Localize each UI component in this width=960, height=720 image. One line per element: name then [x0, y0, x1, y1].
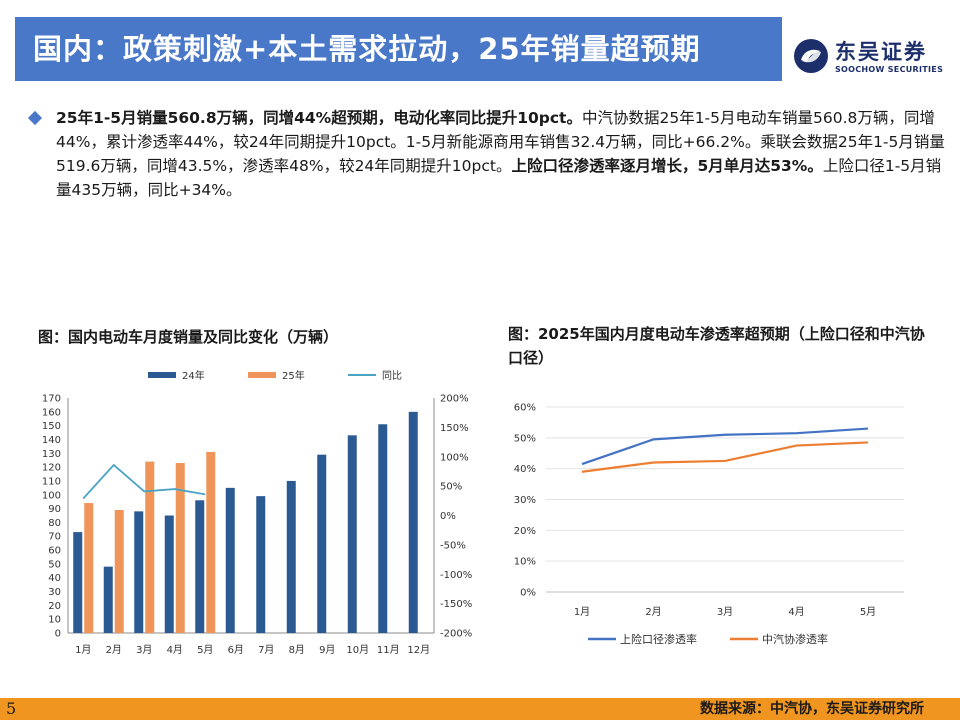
bar-25: [114, 509, 124, 633]
monthly-sales-chart: 0 10 20 30 40 50 60 70 80 90 100 110 120 130 140 150 160…: [42, 369, 472, 656]
y-tick-label: 30: [48, 587, 61, 598]
legend-label: 上险口径渗透率: [620, 632, 697, 646]
y-tick-label: 100: [42, 490, 61, 501]
y-tick-label: 10: [48, 615, 61, 626]
bar-24: [378, 424, 388, 633]
bar-24: [256, 496, 266, 633]
x-tick-label: 7月: [258, 644, 274, 656]
y-tick-label: 30%: [514, 495, 536, 506]
x-tick-label: 3月: [717, 606, 733, 618]
summary-part-1: 中汽协数据25年1-5月电动车销量560.8万辆，同增44%，累计渗透率44%，…: [56, 109, 945, 175]
summary-mid-bold: 上险口径渗透率逐月增长，5月单月达53%。: [511, 157, 823, 175]
bar-24: [347, 435, 357, 633]
y-tick-label: 120: [42, 463, 61, 474]
x-tick-label: 5月: [860, 606, 876, 618]
diamond-bullet-icon: [27, 110, 43, 126]
y-tick-label: 0: [55, 629, 61, 640]
y2-tick-label: -50%: [440, 540, 466, 551]
y-tick-label: 50%: [514, 433, 536, 444]
y-tick-label: 90: [48, 504, 61, 515]
y-tick-label: 40%: [514, 464, 536, 475]
x-tick-label: 1月: [75, 644, 91, 656]
logo-mark-icon: [794, 39, 828, 73]
x-tick-label: 3月: [136, 644, 152, 656]
y2-tick-label: 150%: [440, 423, 469, 434]
y-tick-label: 20: [48, 601, 61, 612]
legend-label: 中汽协渗透率: [762, 632, 828, 646]
legend-label: 24年: [182, 369, 205, 382]
y-tick-label: 160: [42, 407, 61, 418]
y2-tick-label: -150%: [440, 599, 472, 610]
bar-24: [134, 511, 144, 633]
x-tick-label: 11月: [377, 644, 400, 656]
x-tick-label: 4月: [167, 644, 183, 656]
y-tick-label: 50: [48, 559, 61, 570]
bar-24: [164, 515, 174, 633]
y-tick-label: 130: [42, 449, 61, 460]
x-tick-label: 9月: [319, 644, 335, 656]
y2-tick-label: 200%: [440, 394, 469, 405]
y2-tick-label: -100%: [440, 570, 472, 581]
page-title: 国内：政策刺激+本土需求拉动，25年销量超预期: [33, 32, 701, 66]
bar-24: [73, 532, 83, 633]
right-chart-title: 图：2025年国内月度电动车渗透率超预期（上险口径和中汽协口径）: [508, 325, 925, 367]
bar-24: [103, 566, 113, 633]
bar-24: [195, 500, 205, 633]
x-tick-label: 4月: [788, 606, 804, 618]
y-tick-label: 140: [42, 435, 61, 446]
series-line-1: [581, 427, 869, 466]
bar-25: [145, 461, 155, 633]
logo-chinese-name: 东吴证券: [835, 40, 927, 64]
legend-label: 25年: [282, 369, 305, 382]
bar-25: [206, 451, 216, 633]
y-tick-label: 40: [48, 573, 61, 584]
series-line-2: [581, 441, 869, 473]
yoy-line: [82, 463, 206, 500]
title-bar: 国内：政策刺激+本土需求拉动，25年销量超预期: [15, 17, 782, 81]
y-tick-label: 80: [48, 518, 61, 529]
bar-24: [225, 487, 235, 633]
y-tick-label: 70: [48, 532, 61, 543]
bar-25: [84, 503, 94, 633]
legend-swatch: [248, 372, 276, 378]
legend-label: 同比: [382, 370, 402, 382]
company-logo: 东吴证券 SOOCHOW SECURITIES: [793, 30, 953, 80]
y2-tick-label: 0%: [440, 511, 456, 522]
y-tick-label: 170: [42, 394, 61, 405]
y-tick-label: 110: [42, 476, 61, 487]
y-tick-label: 60%: [514, 403, 536, 414]
y-tick-label: 20%: [514, 526, 536, 537]
summary-text: 25年1-5月销量560.8万辆，同增44%超预期，电动化率同比提升10pct。…: [56, 106, 946, 202]
x-tick-label: 1月: [574, 606, 590, 618]
footer-bar: 5 数据来源：中汽协，东吴证券研究所: [0, 698, 960, 720]
y-tick-label: 0%: [520, 588, 536, 599]
logo-english-name: SOOCHOW SECURITIES: [835, 65, 944, 74]
y2-tick-label: -200%: [440, 629, 472, 640]
y2-tick-label: 100%: [440, 452, 469, 463]
page-number: 5: [6, 699, 17, 718]
y-tick-label: 60: [48, 546, 61, 557]
bar-25: [175, 462, 185, 633]
x-tick-label: 5月: [197, 644, 213, 656]
summary-lead-bold: 25年1-5月销量560.8万辆，同增44%超预期，电动化率同比提升10pct。: [56, 109, 582, 127]
y2-tick-label: 50%: [440, 482, 462, 493]
left-chart-title: 图：国内电动车月度销量及同比变化（万辆）: [38, 328, 339, 346]
x-tick-label: 6月: [228, 644, 244, 656]
x-tick-label: 2月: [645, 606, 661, 618]
x-tick-label: 2月: [106, 644, 122, 656]
x-tick-label: 10月: [346, 644, 369, 656]
summary-part-2: 上险口径1-5月销量435万辆，同比+34%。: [56, 157, 942, 199]
data-source: 数据来源：中汽协，东吴证券研究所: [700, 701, 924, 717]
y-tick-label: 150: [42, 421, 61, 432]
x-tick-label: 12月: [407, 644, 430, 656]
x-tick-label: 8月: [289, 644, 305, 656]
bar-24: [286, 480, 296, 633]
bar-24: [408, 411, 418, 633]
y-tick-label: 10%: [514, 557, 536, 568]
bar-24: [317, 454, 327, 633]
legend-swatch: [148, 372, 176, 378]
